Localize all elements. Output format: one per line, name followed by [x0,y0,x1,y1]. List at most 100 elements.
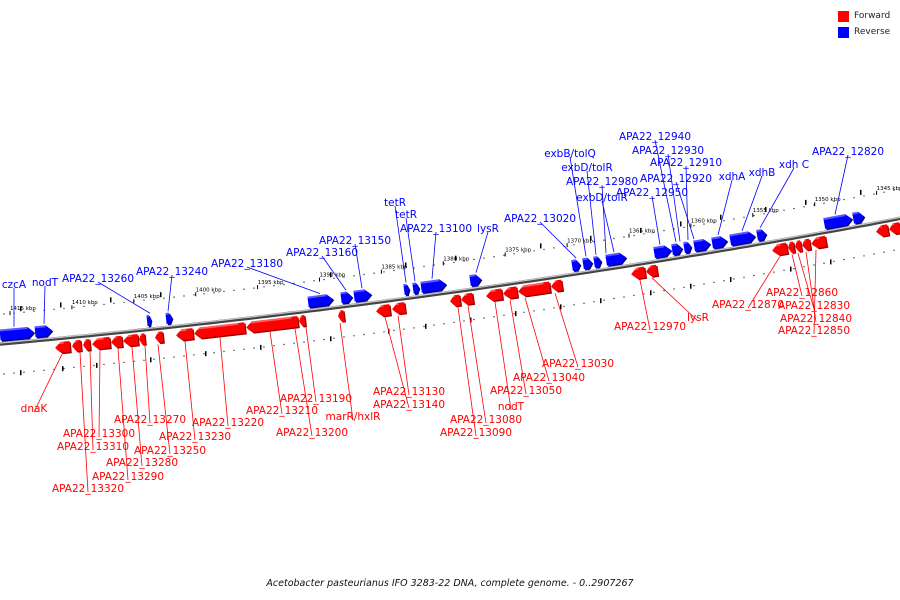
forward-gene-arrow[interactable] [801,238,813,252]
forward-gene-arrow[interactable] [787,241,797,255]
gene-label[interactable]: APA22_13260 [62,273,134,285]
forward-gene-arrow[interactable] [460,292,476,307]
forward-gene-arrow[interactable] [485,288,505,303]
reverse-gene-arrow[interactable] [693,238,712,253]
gene-label[interactable]: APA22_13130 [373,386,445,398]
gene-label[interactable]: APA22_13210 [246,405,318,417]
gene-label[interactable]: APA22_12920 [640,173,712,185]
gene-label[interactable]: xdhB [749,167,776,179]
forward-gene-arrow[interactable] [91,336,112,351]
forward-gene-arrow[interactable] [794,240,804,253]
gene-label[interactable]: APA22_13220 [192,417,264,429]
forward-gene-arrow[interactable] [82,338,92,352]
reverse-gene-arrow[interactable] [605,252,628,268]
reverse-gene-arrow[interactable] [653,244,673,260]
reverse-gene-arrow[interactable] [852,211,866,225]
gene-label[interactable]: APA22_13250 [134,445,206,457]
gene-label[interactable]: APA22_13280 [106,457,178,469]
gene-label[interactable]: lysR [477,223,499,235]
gene-label[interactable]: nodT [32,277,59,289]
forward-gene-arrow[interactable] [193,322,247,340]
gene-label[interactable]: tetR [384,197,406,209]
gene-label[interactable]: APA22_13080 [450,414,522,426]
gene-label[interactable]: czcA [2,279,27,291]
gene-label[interactable]: APA22_12940 [619,131,691,143]
forward-gene-arrow[interactable] [391,302,408,316]
reverse-gene-arrow[interactable] [671,242,684,257]
gene-label[interactable]: exbB/tolQ [544,148,596,160]
forward-gene-arrow[interactable] [154,331,165,345]
gene-label[interactable]: APA22_13090 [440,427,512,439]
forward-gene-arrow[interactable] [771,242,790,257]
gene-label[interactable]: exbD/tolR [561,162,613,174]
gene-label[interactable]: APA22_12910 [650,157,722,169]
gene-label[interactable]: xdh C [779,159,809,171]
gene-label[interactable]: lysR [687,312,709,324]
reverse-gene-arrow[interactable] [823,213,854,231]
forward-gene-arrow[interactable] [645,264,660,279]
forward-gene-arrow[interactable] [138,333,147,346]
reverse-gene-arrow[interactable] [165,312,174,326]
forward-gene-arrow[interactable] [449,294,463,308]
gene-label[interactable]: APA22_13140 [373,399,445,411]
gene-label[interactable]: APA22_13270 [114,414,186,426]
reverse-gene-arrow[interactable] [683,241,693,255]
gene-label[interactable]: APA22_13050 [490,385,562,397]
gene-label[interactable]: exbD/tolR [576,192,628,204]
forward-gene-arrow[interactable] [810,235,829,251]
forward-gene-arrow[interactable] [502,286,520,300]
gene-label[interactable]: APA22_12930 [632,145,704,157]
reverse-gene-arrow[interactable] [582,257,594,271]
gene-label[interactable]: APA22_13190 [280,393,352,405]
forward-gene-arrow[interactable] [245,315,300,335]
gene-label[interactable]: APA22_13230 [159,431,231,443]
forward-gene-arrow[interactable] [337,310,347,323]
reverse-gene-arrow[interactable] [353,288,373,303]
gene-label[interactable]: APA22_13240 [136,266,208,278]
gene-label[interactable]: APA22_12830 [778,300,850,312]
gene-label[interactable]: APA22_12840 [780,313,852,325]
gene-label[interactable]: APA22_13160 [286,247,358,259]
reverse-gene-arrow[interactable] [412,282,421,296]
forward-gene-arrow[interactable] [375,304,393,318]
forward-gene-arrow[interactable] [122,334,140,348]
gene-label[interactable]: APA22_13310 [57,441,129,453]
gene-label[interactable]: APA22_12950 [616,187,688,199]
reverse-gene-arrow[interactable] [420,278,448,294]
gene-label[interactable]: APA22_12820 [812,146,884,158]
gene-label[interactable]: tetR [395,209,417,221]
gene-label[interactable]: dnaK [21,403,49,415]
gene-label[interactable]: APA22_13300 [63,428,135,440]
gene-label[interactable]: APA22_13020 [504,213,576,225]
gene-label[interactable]: APA22_12980 [566,176,638,188]
reverse-gene-arrow[interactable] [756,228,768,242]
gene-label[interactable]: nodT [498,401,525,413]
reverse-gene-arrow[interactable] [34,325,54,339]
gene-label[interactable]: APA22_13200 [276,427,348,439]
reverse-gene-arrow[interactable] [146,314,153,328]
gene-label[interactable]: APA22_13320 [52,483,124,495]
reverse-gene-arrow[interactable] [469,273,483,288]
reverse-gene-arrow[interactable] [593,255,603,269]
reverse-gene-arrow[interactable] [0,326,36,342]
reverse-gene-arrow[interactable] [340,291,354,305]
forward-gene-arrow[interactable] [175,328,195,342]
reverse-gene-arrow[interactable] [403,283,411,297]
reverse-gene-arrow[interactable] [307,293,335,309]
gene-label[interactable]: APA22_13040 [513,372,585,384]
reverse-gene-arrow[interactable] [729,230,757,247]
gene-label[interactable]: APA22_12970 [614,321,686,333]
forward-gene-arrow[interactable] [550,279,565,293]
forward-gene-arrow[interactable] [298,314,308,328]
gene-label[interactable]: APA22_13150 [319,235,391,247]
gene-label[interactable]: xdhA [719,171,747,183]
forward-gene-arrow[interactable] [110,335,124,350]
gene-label[interactable]: APA22_13290 [92,471,164,483]
forward-gene-arrow[interactable] [888,222,900,236]
gene-label[interactable]: marR/hxlR [326,411,381,423]
forward-gene-arrow[interactable] [54,341,72,355]
forward-gene-arrow[interactable] [71,339,83,353]
gene-label[interactable]: APA22_13030 [542,358,614,370]
gene-label[interactable]: APA22_12860 [766,287,838,299]
reverse-gene-arrow[interactable] [571,259,582,273]
